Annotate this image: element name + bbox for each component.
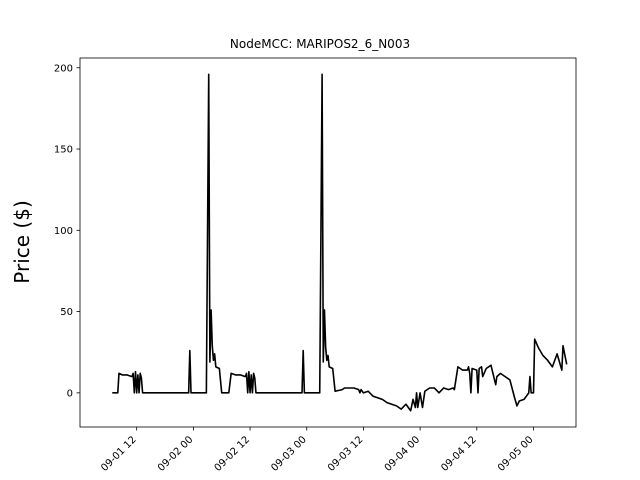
y-tick-label: 50 xyxy=(60,307,73,318)
y-tick-label: 150 xyxy=(54,145,73,156)
plot-area xyxy=(112,73,568,412)
y-tick-label: 200 xyxy=(54,63,73,74)
price-series-line xyxy=(112,73,568,412)
y-tick-label: 100 xyxy=(54,226,73,237)
y-axis-label: Price ($) xyxy=(10,200,34,283)
axes-frame xyxy=(79,57,577,428)
y-tick-label: 0 xyxy=(67,388,73,399)
chart-title: NodeMCC: MARIPOS2_6_N003 xyxy=(230,37,410,51)
